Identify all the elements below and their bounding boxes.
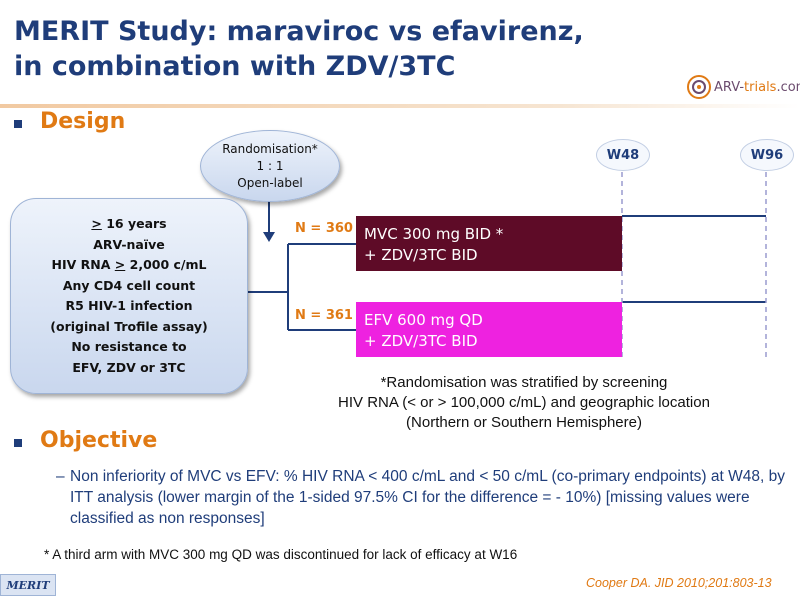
criteria-item: EFV, ZDV or 3TC [72,359,186,375]
objective-heading: Objective [40,428,158,453]
logo-text: ARV-trials.com [714,79,800,95]
criteria-item: No resistance to [71,339,187,354]
criteria-item: (original Trofile assay) [50,318,208,334]
randomisation-blinding: Open-label [237,175,303,190]
randomisation-arrow-head-icon [263,232,275,242]
strat-line-2: HIV RNA (< or > 100,000 c/mL) and geogra… [338,394,710,411]
criteria-item: Any CD4 cell count [62,277,196,293]
title-line-2: in combination with ZDV/3TC [14,51,456,82]
slide-title: MERIT Study: maraviroc vs efavirenz, in … [14,14,584,84]
objective-dash: – [56,468,65,485]
criteria-item: R5 HIV-1 infection [65,298,193,313]
logo-mark-icon [687,75,711,99]
arm-efv-backbone: + ZDV/3TC BID [364,332,478,350]
criteria-item: ARV-naïve [93,236,165,252]
arv-trials-logo: ARV-trials.com [686,74,800,100]
arm-efv-box: EFV 600 mg QD + ZDV/3TC BID [356,302,622,357]
criteria-item: HIV RNA > 2,000 c/mL [51,257,207,272]
merit-study-tag: MERIT [0,574,56,596]
design-heading: Design [40,109,126,134]
arm-mvc-drug: MVC 300 mg BID * [364,225,504,243]
arm-2-n-label: N = 361 [295,308,353,323]
arm-1-n-label: N = 360 [295,221,353,236]
objective-body: Non inferiority of MVC vs EFV: % HIV RNA… [70,468,785,527]
citation: Cooper DA. JID 2010;201:803-13 [586,576,772,590]
design-bullet-icon [14,120,22,128]
randomisation-bubble: Randomisation* 1 : 1 Open-label [200,130,340,202]
timepoint-w96: W96 [740,139,794,171]
inclusion-criteria-box: > 16 years ARV-naïve HIV RNA > 2,000 c/m… [10,198,248,394]
randomisation-ratio: 1 : 1 [256,158,284,173]
arm-mvc-backbone: + ZDV/3TC BID [364,246,478,264]
header-rule [0,104,800,108]
strat-line-1: *Randomisation was stratified by screeni… [380,374,668,391]
arm-mvc-box: MVC 300 mg BID * + ZDV/3TC BID [356,216,622,271]
randomisation-label: Randomisation* [222,141,318,156]
stratification-note: *Randomisation was stratified by screeni… [264,373,784,433]
third-arm-footnote: * A third arm with MVC 300 mg QD was dis… [44,547,518,562]
strat-line-3: (Northern or Southern Hemisphere) [406,414,642,431]
arm-efv-drug: EFV 600 mg QD [364,311,483,329]
title-line-1: MERIT Study: maraviroc vs efavirenz, [14,16,584,47]
objective-text: – Non inferiority of MVC vs EFV: % HIV R… [56,466,796,529]
criteria-item: > 16 years [91,216,167,231]
timepoint-w48: W48 [596,139,650,171]
objective-bullet-icon [14,439,22,447]
